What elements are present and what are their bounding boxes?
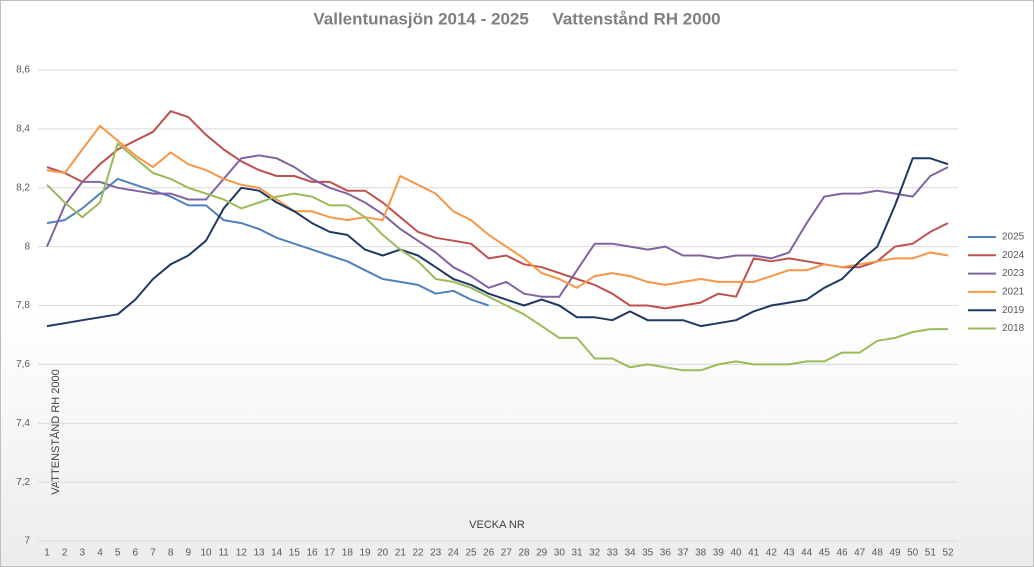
x-tick-label: 3 xyxy=(80,548,86,559)
x-tick-label: 14 xyxy=(271,548,283,559)
x-tick-label: 11 xyxy=(218,548,229,559)
x-tick-label: 34 xyxy=(624,548,636,559)
x-tick-label: 44 xyxy=(801,548,813,559)
series-line xyxy=(46,142,948,372)
series-line xyxy=(46,124,949,289)
x-tick-label: 40 xyxy=(730,548,742,559)
x-tick-label: 36 xyxy=(660,548,672,559)
x-tick-label: 15 xyxy=(289,548,301,559)
x-tick-label: 43 xyxy=(783,548,795,559)
x-tick-label: 19 xyxy=(359,548,371,559)
legend-label: 2023 xyxy=(1002,268,1025,279)
x-tick-label: 9 xyxy=(186,548,192,559)
x-tick-label: 7 xyxy=(150,548,156,559)
x-tick-label: 10 xyxy=(200,548,212,559)
x-tick-label: 25 xyxy=(465,548,477,559)
x-tick-label: 22 xyxy=(412,548,424,559)
x-tick-label: 37 xyxy=(677,548,689,559)
series-line xyxy=(46,157,949,328)
x-tick-label: 2 xyxy=(62,548,68,559)
x-tick-label: 8 xyxy=(168,548,174,559)
series-line xyxy=(46,177,490,307)
x-tick-label: 29 xyxy=(536,548,548,559)
chart-title: Vallentunasjön 2014 - 2025 Vattenstånd R… xyxy=(313,9,720,28)
x-tick-label: 20 xyxy=(377,548,389,559)
x-tick-label: 27 xyxy=(501,548,513,559)
legend-label: 2025 xyxy=(1002,232,1025,243)
x-tick-label: 45 xyxy=(819,548,831,559)
x-tick-label: 51 xyxy=(925,548,937,559)
x-tick-label: 31 xyxy=(571,548,583,559)
x-tick-label: 17 xyxy=(324,548,336,559)
y-tick-label: 7,2 xyxy=(16,477,30,488)
y-tick-label: 8 xyxy=(24,241,30,252)
x-axis-label: VECKA NR xyxy=(469,519,525,531)
x-tick-label: 42 xyxy=(766,548,778,559)
y-tick-label: 7 xyxy=(24,536,30,547)
x-tick-label: 26 xyxy=(483,548,495,559)
x-tick-label: 48 xyxy=(872,548,884,559)
x-tick-label: 30 xyxy=(554,548,566,559)
x-tick-label: 18 xyxy=(342,548,354,559)
x-tick-label: 38 xyxy=(695,548,707,559)
x-tick-label: 1 xyxy=(44,548,50,559)
x-tick-label: 39 xyxy=(713,548,725,559)
x-tick-label: 52 xyxy=(942,548,954,559)
legend-label: 2018 xyxy=(1002,323,1025,334)
x-tick-label: 6 xyxy=(133,548,139,559)
series-line xyxy=(46,110,949,310)
y-tick-label: 8,6 xyxy=(16,65,30,76)
y-tick-label: 8,2 xyxy=(16,182,30,193)
x-tick-label: 33 xyxy=(607,548,619,559)
legend-label: 2024 xyxy=(1002,250,1025,261)
y-axis-label: VATTENSTÅND RH 2000 xyxy=(49,369,62,495)
y-tick-label: 8,4 xyxy=(16,124,30,135)
x-tick-label: 24 xyxy=(448,548,460,559)
x-tick-label: 28 xyxy=(518,548,530,559)
x-tick-label: 47 xyxy=(854,548,866,559)
x-tick-label: 23 xyxy=(430,548,442,559)
legend-label: 2021 xyxy=(1002,287,1025,298)
y-tick-label: 7,8 xyxy=(16,300,30,311)
x-tick-label: 13 xyxy=(253,548,265,559)
x-tick-label: 32 xyxy=(589,548,601,559)
legend-label: 2019 xyxy=(1002,305,1025,316)
x-tick-label: 35 xyxy=(642,548,654,559)
x-tick-label: 50 xyxy=(907,548,919,559)
x-tick-label: 12 xyxy=(236,548,248,559)
y-tick-label: 7,6 xyxy=(16,359,30,370)
x-tick-label: 49 xyxy=(889,548,901,559)
x-tick-label: 46 xyxy=(836,548,848,559)
x-tick-label: 16 xyxy=(306,548,318,559)
series-line xyxy=(46,154,949,298)
x-tick-label: 4 xyxy=(97,548,103,559)
x-tick-label: 5 xyxy=(115,548,121,559)
x-tick-label: 21 xyxy=(395,548,407,559)
y-tick-label: 7,4 xyxy=(16,418,30,429)
x-tick-label: 41 xyxy=(748,548,760,559)
